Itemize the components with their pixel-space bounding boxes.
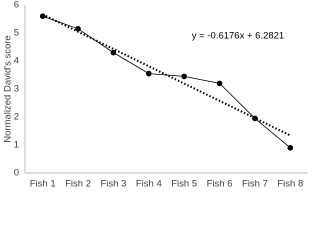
x-tick-label: Fish 3 [101, 179, 127, 190]
data-point [146, 70, 152, 77]
y-tick-label: 2 [14, 112, 19, 123]
trendline [42, 13, 291, 137]
y-axis-title: Normalized David's score [3, 35, 14, 142]
y-tick-label: 4 [14, 56, 19, 67]
x-tick-label: Fish 4 [136, 179, 162, 190]
x-tick-label: Fish 7 [242, 179, 268, 190]
y-tick-label: 5 [14, 28, 19, 39]
chart: Normalized David's score y = -0.6176x + … [3, 0, 308, 190]
data-point [39, 13, 46, 19]
x-tick-label: Fish 1 [30, 179, 56, 190]
trendline-equation: y = -0.6176x + 6.2821 [192, 31, 284, 42]
x-tick-label: Fish 2 [65, 179, 91, 190]
data-point [110, 49, 117, 56]
data-point [216, 80, 223, 87]
y-tick-label: 6 [14, 0, 19, 11]
data-point [287, 145, 294, 151]
x-tick-label: Fish 6 [207, 179, 233, 190]
x-tick-label: Fish 5 [171, 179, 197, 190]
data-point [75, 26, 81, 32]
y-tick-label: 3 [14, 84, 19, 95]
x-tick-label: Fish 8 [277, 179, 303, 190]
y-tick-label: 1 [14, 140, 19, 151]
data-point [181, 73, 187, 80]
y-tick-label: 0 [14, 168, 19, 179]
